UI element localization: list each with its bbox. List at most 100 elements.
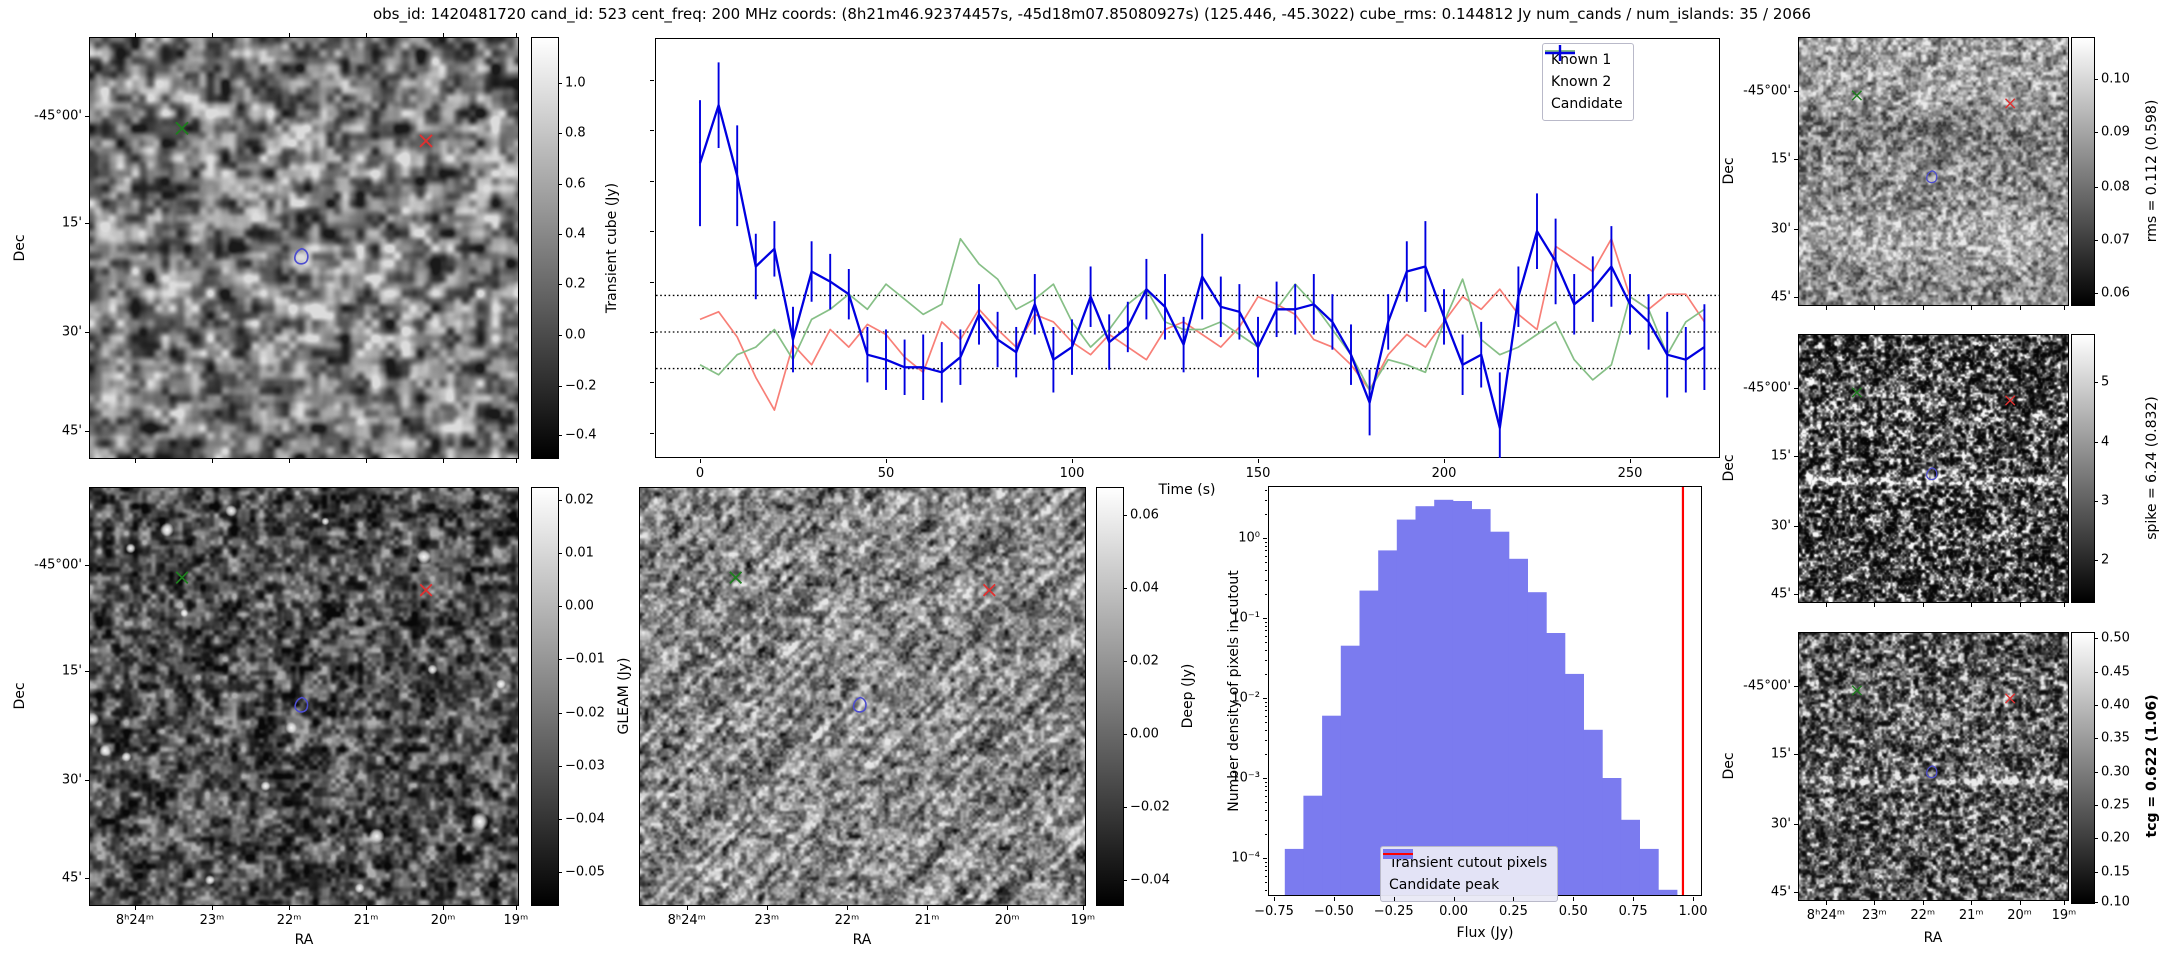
dec-axis-label: Dec — [1721, 454, 1737, 482]
tick-label: 20ᵐ — [2007, 908, 2032, 923]
legend-item-candidate: Candidate — [1545, 45, 1623, 115]
tick-label: 0.00 — [565, 598, 594, 614]
axis-tick — [1513, 897, 1515, 901]
axis-tick — [2094, 381, 2098, 383]
axis-tick — [1265, 809, 1267, 811]
axis-tick — [1265, 642, 1267, 644]
tick-label: 45' — [1770, 884, 1791, 900]
peak-line-icon — [1383, 853, 1413, 855]
axis-tick — [443, 459, 445, 463]
axis-tick — [1922, 306, 1924, 310]
tick-label: 15' — [61, 663, 82, 679]
rms-markers — [1851, 90, 2016, 184]
axis-tick — [1794, 754, 1798, 756]
axis-tick — [1265, 635, 1267, 637]
axis-tick — [650, 130, 654, 132]
tick-label: 21ᵐ — [353, 913, 379, 928]
axis-tick — [2094, 771, 2098, 773]
dec-axis-label: Dec — [12, 682, 28, 710]
cross-marker-icon — [175, 571, 189, 585]
gleam-image — [90, 488, 518, 905]
tick-label: 200 — [1431, 466, 1457, 481]
cross-marker-icon — [982, 583, 996, 597]
histogram-legend: Transient cutout pixels Candidate peak — [1380, 846, 1559, 902]
axis-tick — [2094, 560, 2098, 562]
axis-tick — [1794, 686, 1798, 688]
axis-tick — [2019, 901, 2021, 905]
legend-label: Candidate — [1551, 96, 1623, 112]
histogram-bar — [1396, 519, 1416, 896]
axis-tick — [1874, 603, 1876, 607]
rms-colorbar — [2071, 37, 2095, 306]
legend-label: Transient cutout pixels — [1389, 855, 1548, 871]
candidate-contour-icon — [1926, 765, 1938, 779]
axis-tick — [1630, 459, 1631, 463]
axis-tick — [1922, 901, 1924, 905]
axis-tick — [366, 906, 368, 910]
tick-label: 0.10 — [2101, 71, 2130, 87]
axis-tick — [1265, 593, 1267, 595]
axis-tick — [1874, 306, 1876, 310]
axis-tick — [1265, 833, 1267, 835]
tick-label: 0.25 — [1498, 904, 1528, 919]
tick-label: 30' — [61, 324, 82, 340]
legend-label: Known 2 — [1551, 74, 1612, 90]
tick-label: 0.04 — [1130, 580, 1159, 596]
tick-label: 1.00 — [1678, 904, 1708, 919]
known2-lightcurve — [699, 237, 1705, 391]
axis-tick — [2063, 901, 2065, 905]
histogram-bar — [1415, 506, 1435, 896]
tick-label: 0.30 — [2101, 764, 2130, 779]
spike-markers — [1851, 387, 2016, 481]
tick-label: -45°00' — [1743, 678, 1791, 694]
legend-item-candidate-peak: Candidate peak — [1383, 853, 1547, 896]
tick-label: -45°00' — [1743, 83, 1791, 99]
candidate-contour-icon — [294, 247, 309, 265]
lightcurve-plot — [655, 38, 1720, 458]
spike-panel — [1798, 334, 2069, 603]
axis-tick — [1265, 562, 1267, 564]
axis-tick — [1794, 91, 1798, 93]
histogram-bar — [1602, 778, 1622, 896]
axis-tick — [1265, 489, 1267, 491]
tick-label: 10⁻⁴ — [1231, 850, 1260, 866]
tick-label: 30' — [1770, 518, 1791, 534]
tick-label: −0.75 — [1254, 904, 1294, 919]
axis-tick — [2094, 442, 2098, 444]
axis-tick — [1265, 579, 1267, 581]
axis-tick — [2094, 638, 2098, 640]
axis-tick — [2094, 671, 2098, 673]
tick-label: -45°00' — [34, 108, 82, 124]
flux-axis-label: Flux (Jy) — [1456, 925, 1514, 941]
axis-tick — [1263, 858, 1267, 859]
axis-tick — [766, 906, 768, 910]
axis-tick — [1794, 823, 1798, 825]
axis-tick — [650, 332, 654, 333]
deep-image — [640, 488, 1085, 905]
axis-tick — [443, 906, 445, 910]
axis-tick — [558, 82, 562, 84]
tcg-colorbar-label: tcg = 0.622 (1.06) — [2144, 694, 2160, 838]
axis-tick — [1794, 456, 1798, 458]
histogram-bar — [1508, 558, 1528, 896]
axis-tick — [2063, 306, 2065, 310]
axis-tick — [558, 553, 562, 555]
tick-label: 15' — [1770, 448, 1791, 464]
tick-label: 30' — [61, 772, 82, 788]
tick-label: 20ᵐ — [430, 913, 456, 928]
candidate-contour-icon — [1926, 467, 1938, 481]
axis-tick — [85, 115, 89, 117]
axis-tick — [558, 658, 562, 660]
tick-label: 8ʰ24ᵐ — [667, 913, 706, 928]
histogram-bar — [1583, 729, 1603, 896]
tick-label: 0.50 — [1558, 904, 1588, 919]
tick-label: 10⁻¹ — [1231, 610, 1260, 626]
rms-colorbar-label: rms = 0.112 (0.598) — [2144, 99, 2160, 243]
tick-label: 23ᵐ — [754, 913, 780, 928]
axis-tick — [1633, 897, 1635, 901]
ra-axis-label: RA — [1923, 930, 1943, 946]
axis-tick — [1794, 891, 1798, 893]
legend-label: Candidate peak — [1389, 877, 1500, 893]
tick-label: 0.06 — [2101, 285, 2130, 301]
tick-label: 8ʰ24ᵐ — [1806, 908, 1845, 923]
